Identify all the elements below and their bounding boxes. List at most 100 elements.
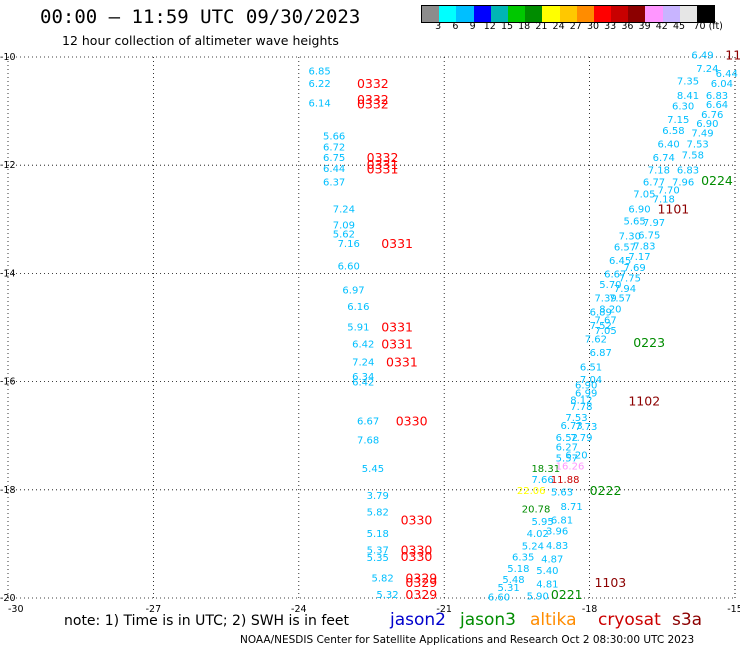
wave-height-value: 5.66	[323, 131, 345, 142]
wave-height-value: 5.24	[522, 542, 544, 553]
legend-item-s3a: s3a	[672, 610, 703, 630]
color-scale-label: 30	[586, 21, 600, 32]
color-scale-label: 3	[435, 21, 442, 32]
wave-height-value: 3.96	[546, 526, 568, 537]
pass-time-label: 0331	[381, 337, 413, 352]
pass-time-label: 0332	[367, 150, 399, 165]
wave-height-value: 6.81	[551, 516, 573, 527]
pass-time-label: 0330	[396, 414, 428, 429]
pass-time-label: 0329	[405, 570, 437, 585]
color-scale-label: 9	[469, 21, 476, 32]
legend-item-altika: altika	[530, 610, 577, 630]
pass-time-label: 1102	[628, 394, 660, 409]
color-scale-label: 45	[672, 21, 686, 32]
note-text: note: 1) Time is in UTC; 2) SWH is in fe…	[64, 613, 350, 629]
wave-height-value: 5.31	[498, 583, 520, 594]
page-title: 00:00 – 11:59 UTC 09/30/2023	[40, 6, 361, 28]
wave-height-value: 6.73	[561, 421, 583, 432]
wave-height-value: 7.24	[352, 358, 374, 369]
pass-time-label: 0224	[701, 173, 733, 188]
wave-height-value: 5.62	[333, 229, 355, 240]
color-swatch	[422, 6, 440, 22]
wave-height-value: 6.90	[628, 204, 650, 215]
wave-height-value: 6.67	[357, 417, 379, 428]
wave-height-value: 6.77	[643, 177, 665, 188]
wave-height-value: 6.60	[338, 261, 360, 272]
wave-height-value: 7.83	[633, 241, 655, 252]
page-subtitle: 12 hour collection of altimeter wave hei…	[62, 33, 339, 48]
wave-height-value: 7.57	[609, 294, 631, 305]
color-scale-label: 12	[483, 21, 496, 32]
axis-tick-labels: -30 -27 -24 -21 -18 -15 -10 -12 -14 -16 -18 -20	[0, 52, 740, 615]
x-tick-label: -27	[146, 604, 162, 615]
wave-height-value: 5.82	[367, 507, 389, 518]
pass-time-label: 0221	[551, 587, 583, 602]
wave-height-value: 7.24	[696, 64, 718, 75]
color-scale-label: 42	[655, 21, 668, 32]
legend-item-jason2: jason2	[390, 610, 446, 630]
wave-height-value: 22.06	[517, 486, 546, 497]
color-swatch	[439, 6, 457, 22]
wave-height-value: 5.48	[502, 575, 524, 586]
wave-height-value: 7.15	[667, 115, 689, 126]
wave-height-value: 6.74	[653, 153, 675, 164]
wave-height-value: 6.60	[488, 592, 510, 603]
wave-height-value: 7.79	[570, 433, 592, 444]
wave-height-value: 7.39	[594, 294, 616, 305]
color-scale-label: 6	[452, 21, 459, 32]
wave-height-value: 5.57	[556, 453, 578, 464]
wave-height-value: 7.18	[648, 166, 670, 177]
wave-height-value: 5.35	[367, 553, 389, 564]
wave-height-value: 7.53	[565, 413, 587, 424]
wave-height-value: 5.91	[347, 322, 369, 333]
wave-height-value: 6.57	[614, 242, 636, 253]
color-swatch	[697, 6, 715, 22]
pass-time-label: 0330	[401, 549, 433, 564]
wave-height-value: 6.97	[342, 286, 364, 297]
wave-height-value: 6.90	[696, 119, 718, 130]
color-swatch	[679, 6, 697, 22]
wave-height-value: 7.75	[619, 274, 641, 285]
pass-labels: 1100022411010223110202221103022103320332…	[357, 47, 740, 602]
color-swatch	[525, 6, 543, 22]
y-tick-label: -20	[0, 593, 16, 604]
wave-height-value: 4.83	[546, 541, 568, 552]
wave-height-value: 4.02	[527, 529, 549, 540]
wave-height-value: 6.42	[352, 340, 374, 351]
wave-height-value: 6.87	[590, 348, 612, 359]
wave-height-value: 7.16	[338, 239, 360, 250]
pass-time-label: 0223	[633, 335, 665, 350]
wave-height-value: 6.75	[638, 230, 660, 241]
wave-height-value: 6.16	[347, 302, 369, 313]
wave-height-value: 7.58	[682, 150, 704, 161]
color-scale-label: 27	[569, 21, 582, 32]
wave-height-value: 6.52	[556, 433, 578, 444]
wave-height-value: 7.09	[333, 221, 355, 232]
color-scale-label: 36	[621, 21, 634, 32]
pass-time-label: 0331	[381, 236, 413, 251]
x-tick-label: -24	[291, 604, 307, 615]
color-scale-label: 33	[604, 21, 617, 32]
wave-height-value: 7.52	[590, 321, 612, 332]
wave-height-value: 5.95	[531, 517, 553, 528]
pass-time-label: 0329	[405, 575, 437, 590]
wave-height-value: 6.83	[677, 166, 699, 177]
wave-height-value: 6.72	[323, 142, 345, 153]
wave-height-value: 6.34	[352, 372, 374, 383]
wave-height-value: 6.04	[711, 79, 733, 90]
wave-height-value: 6.83	[706, 91, 728, 102]
pass-time-label: 0331	[367, 157, 399, 172]
wave-height-value: 5.40	[536, 566, 558, 577]
wave-height-value: 4.81	[536, 579, 558, 590]
wave-height-value: 5.65	[624, 216, 646, 227]
color-scale-label: 21	[535, 21, 548, 32]
pass-time-label: 1103	[594, 575, 626, 590]
legend-item-jason3: jason3	[460, 610, 516, 630]
wave-height-value: 6.27	[556, 443, 578, 454]
credit-line: NOAA/NESDIS Center for Satellite Applica…	[240, 634, 695, 646]
wave-height-value: 4.87	[541, 555, 563, 566]
wave-height-value: 6.85	[308, 67, 330, 78]
color-swatch	[611, 6, 629, 22]
wave-height-value: 11.88	[551, 475, 580, 486]
